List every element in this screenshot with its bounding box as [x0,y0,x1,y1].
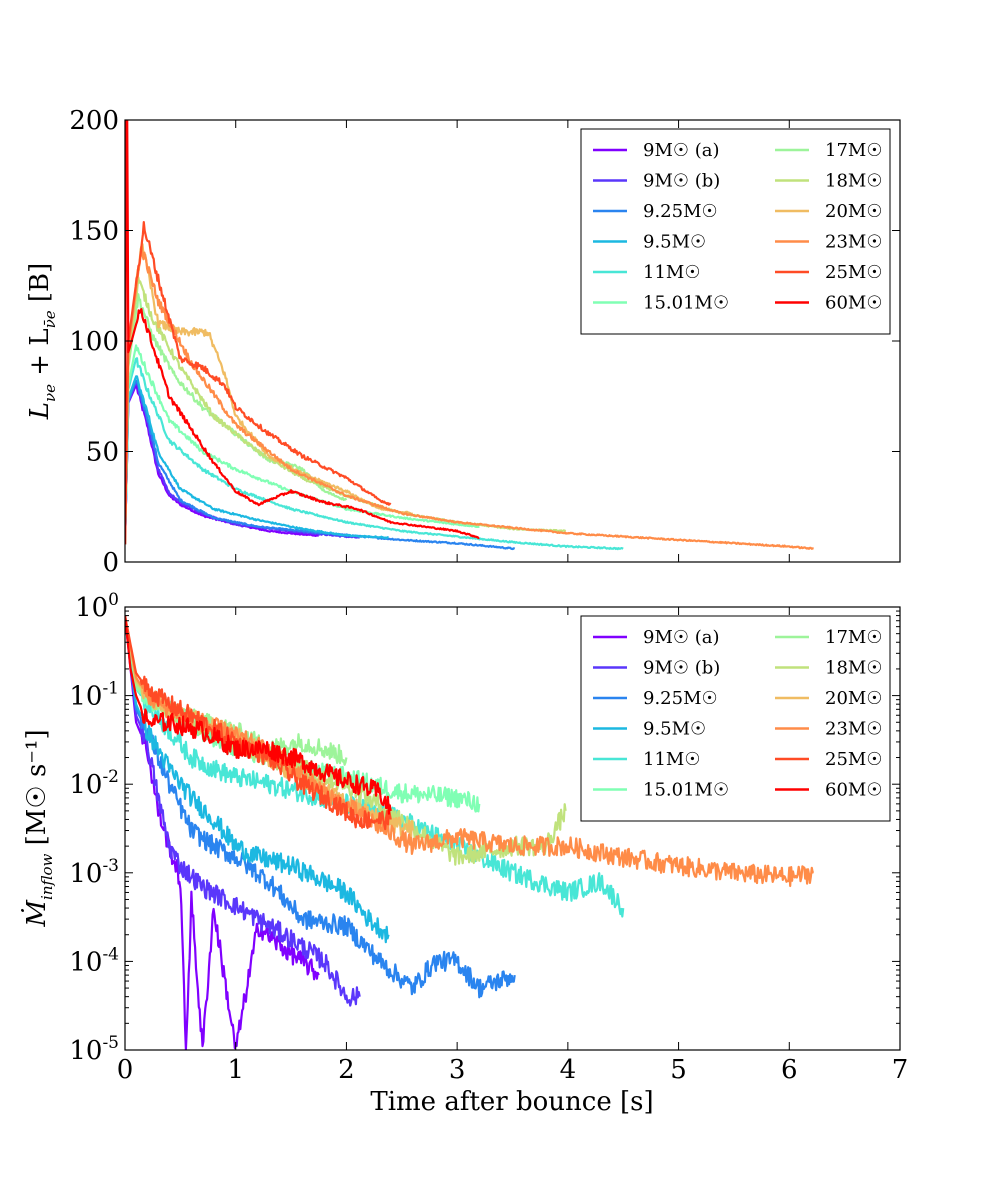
series-line-5 [125,344,480,545]
bottom-y-tick-label: 10-4 [69,944,119,977]
series-line-10 [125,221,392,545]
series-line-4 [125,357,624,551]
series-line-11 [125,615,392,815]
series-line-11 [125,120,480,545]
legend-entry-11: 60M☉ [825,293,882,314]
series-line-7 [125,276,567,545]
top-series-lines [125,120,814,551]
top-y-tick-label: 0 [102,548,119,578]
bottom-series-lines [125,615,815,1050]
series-line-9 [125,245,814,550]
top-y-tick-label: 50 [86,438,119,468]
series-line-3 [125,375,390,545]
top-legend: 9M☉ (a) 9M☉ (b) 9.25M☉ 9.5M☉ 11M☉ 15.01M☉ 17M☉… [580,128,891,335]
legend-entry-8: 20M☉ [825,688,882,709]
series-line-10 [125,615,392,831]
legend-entry-6: 17M☉ [825,140,882,161]
bottom-y-tick-label: 10-1 [69,679,119,712]
series-line-3 [125,615,390,944]
series-line-1 [125,379,360,545]
bottom-y-tick-label: 10-5 [69,1033,119,1066]
bottom-xlabel: Time after bounce [s] [370,1087,653,1117]
legend-entry-7: 18M☉ [825,658,882,679]
bottom-legend: 9M☉ (a) 9M☉ (b) 9.25M☉ 9.5M☉ 11M☉ 15.01M☉ 17M☉… [580,615,891,822]
series-line-2 [125,615,516,999]
legend-entry-2: 9.25M☉ [643,688,718,709]
legend-entry-7: 18M☉ [825,171,882,192]
bottom-axes-frame [124,606,901,1051]
legend-entry-11: 60M☉ [825,780,882,801]
legend-entry-5: 15.01M☉ [643,780,729,801]
bottom-panel: 10-5 10-4 10-3 10-2 10-1 100 0 1 2 3 4 5 6 7 Ṁinflow … [21,590,908,1117]
legend-entry-3: 9.5M☉ [643,719,706,740]
legend-entry-0: 9M☉ (a) [643,140,720,161]
legend-entry-9: 23M☉ [825,232,882,253]
series-line-2 [125,379,516,551]
top-ticks: 0 50 100 150 200 [69,106,901,578]
legend-box [580,128,891,335]
legend-entry-10: 25M☉ [825,749,882,770]
top-ylabel: Lνe + Lν̄e [B] [25,263,59,421]
bottom-x-tick-label: 4 [560,1055,577,1085]
legend-entry-9: 23M☉ [825,719,882,740]
legend-entry-2: 9.25M☉ [643,201,718,222]
legend-entry-4: 11M☉ [643,749,700,770]
legend-entry-6: 17M☉ [825,627,882,648]
legend-entry-8: 20M☉ [825,201,882,222]
series-line-0 [125,615,320,1050]
series-line-4 [125,615,625,918]
top-y-tick-label: 100 [69,327,119,357]
bottom-y-tick-label: 10-2 [69,767,119,800]
legend-entry-3: 9.5M☉ [643,232,706,253]
bottom-x-tick-label: 6 [781,1055,798,1085]
legend-entry-4: 11M☉ [643,262,700,283]
bottom-y-tick-label: 10-3 [69,856,119,889]
legend-entry-0: 9M☉ (a) [643,627,720,648]
legend-entry-10: 25M☉ [825,262,882,283]
bottom-x-tick-label: 1 [227,1055,244,1085]
bottom-ylabel: Ṁinflow [M☉ s⁻¹] [21,729,56,927]
top-y-tick-label: 150 [69,217,119,247]
bottom-x-tick-label: 2 [338,1055,355,1085]
bottom-x-tick-label: 5 [670,1055,687,1085]
bottom-y-tick-label: 100 [75,590,119,623]
legend-entry-5: 15.01M☉ [643,293,729,314]
top-y-tick-label: 200 [69,106,119,136]
legend-box [580,615,891,822]
bottom-x-tick-label: 0 [117,1055,134,1085]
series-line-1 [125,615,361,1007]
bottom-x-tick-label: 3 [449,1055,466,1085]
legend-entry-1: 9M☉ (b) [643,171,720,192]
bottom-x-tick-label: 7 [892,1055,909,1085]
legend-entry-1: 9M☉ (b) [643,658,720,679]
bottom-ticks: 10-5 10-4 10-3 10-2 10-1 100 0 1 2 3 4 5 6 7 [69,590,908,1085]
